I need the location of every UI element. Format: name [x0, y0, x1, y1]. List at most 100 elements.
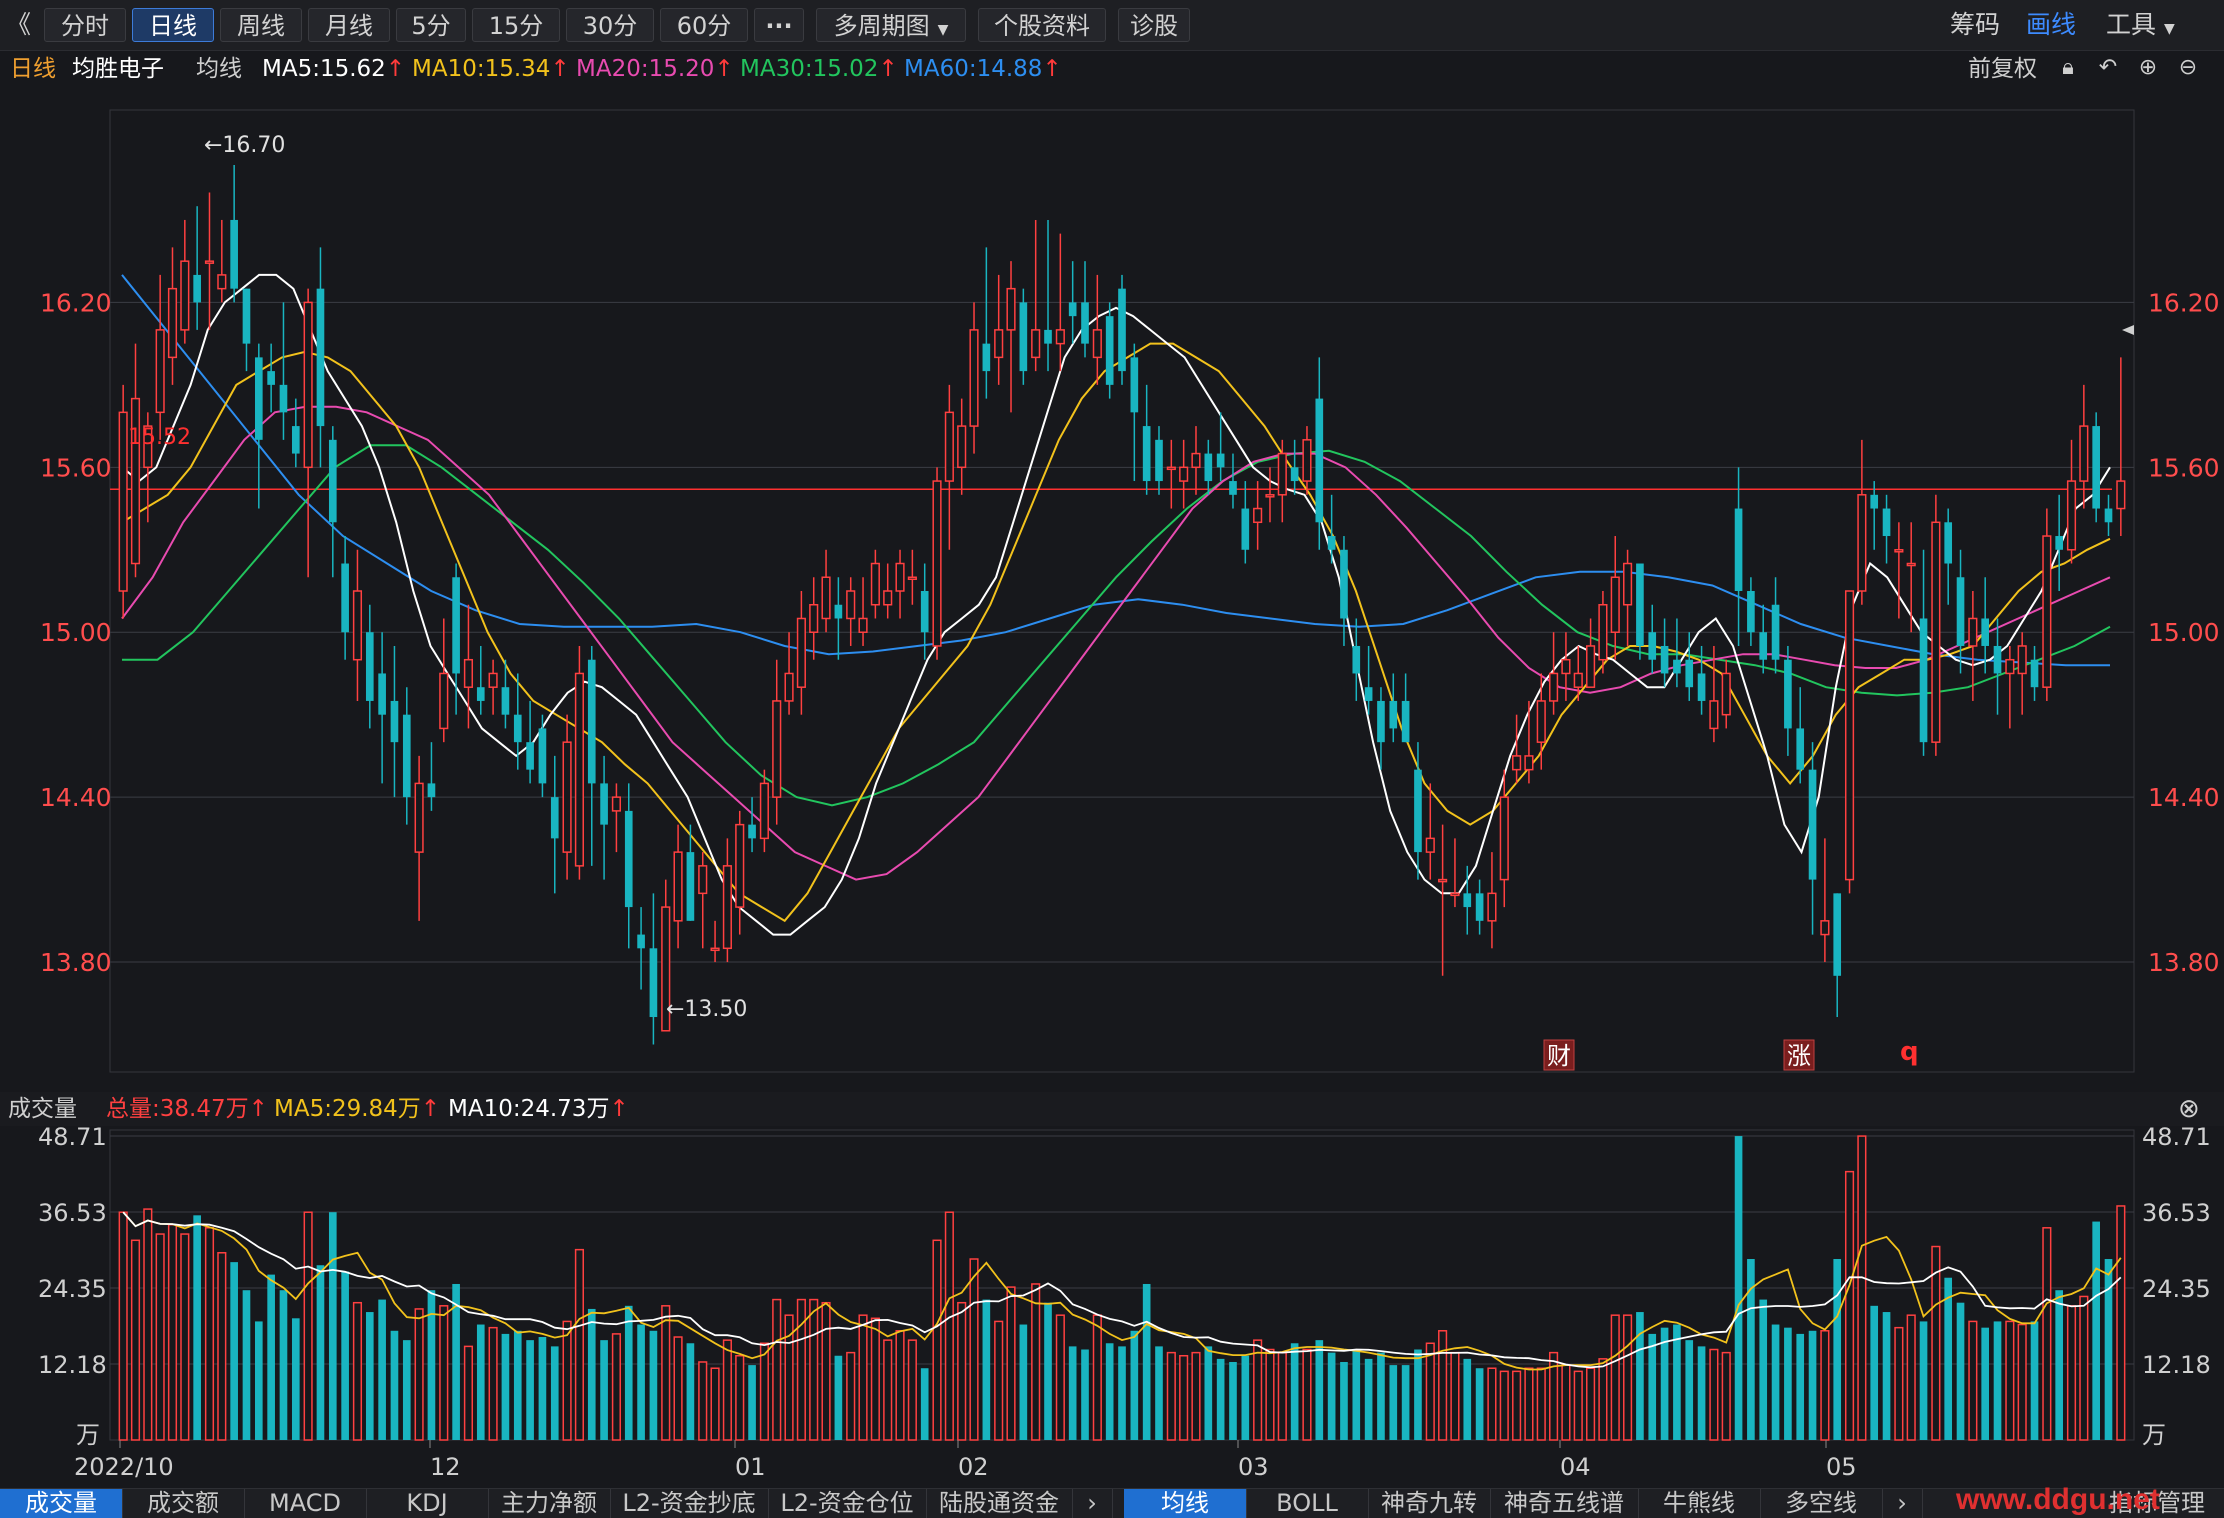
up-arrow-icon: ↑	[248, 1096, 268, 1122]
stock-info-button[interactable]: 个股资料	[978, 8, 1106, 42]
tab-kdj[interactable]: KDJ	[366, 1489, 489, 1518]
x-axis-label: 04	[1560, 1453, 1591, 1481]
volume-bar-down	[1808, 1330, 1817, 1440]
tab-five-lines[interactable]: 神奇五线谱	[1490, 1489, 1639, 1518]
candle-body-up	[1006, 287, 1016, 331]
chevron-right-icon[interactable]: ›	[1882, 1489, 1923, 1518]
candle-body-down	[378, 673, 386, 715]
volume-bar-down	[1401, 1365, 1410, 1440]
volume-bar-down	[427, 1290, 436, 1440]
diagnose-button[interactable]: 诊股	[1118, 8, 1190, 42]
volume-bar-up	[1191, 1351, 1201, 1441]
candle-body-down	[513, 714, 522, 743]
indicator-manage-button[interactable]: 指标管理	[2109, 1489, 2205, 1517]
tab-minute[interactable]: 分时	[44, 8, 126, 42]
candle-body-down	[1648, 632, 1657, 660]
undo-icon[interactable]: ↶	[2098, 55, 2118, 80]
chips-button[interactable]: 筹码	[1950, 10, 2001, 39]
up-arrow-icon: ↑	[550, 56, 570, 82]
tab-5min[interactable]: 5分	[396, 8, 466, 42]
tab-nine-turns[interactable]: 神奇九转	[1368, 1489, 1491, 1518]
more-button[interactable]: ···	[754, 8, 804, 42]
close-icon[interactable]: ⊗	[2178, 1094, 2200, 1124]
price-tick-right: 13.80	[2148, 948, 2220, 977]
volume-bar-up	[957, 1301, 967, 1441]
price-tick-left: 16.20	[40, 288, 112, 317]
candle-body-up	[1721, 672, 1731, 716]
candle-body-up	[846, 590, 856, 620]
volume-bar-down	[1142, 1283, 1151, 1440]
candle-body-up	[1512, 755, 1522, 771]
volume-bar-down	[1956, 1302, 1965, 1440]
chevron-right-icon[interactable]: ›	[1072, 1489, 1113, 1518]
volume-bar-down	[834, 1355, 843, 1440]
volume-bar-down	[1340, 1361, 1348, 1440]
tab-weekly[interactable]: 周线	[220, 8, 302, 42]
candle-body-up	[1166, 466, 1176, 471]
volume-bar-up	[1055, 1314, 1065, 1441]
tab-bull-bear[interactable]: 牛熊线	[1638, 1489, 1761, 1518]
candle-body-up	[1450, 892, 1460, 897]
volume-bar-up	[1425, 1342, 1435, 1441]
multi-period-dropdown[interactable]: 多周期图 ▼	[816, 8, 966, 42]
collapse-icon[interactable]: 《	[6, 10, 32, 39]
volume-bar-down	[2104, 1259, 2113, 1440]
volume-bar-down	[193, 1215, 201, 1440]
candle-body-up	[2079, 425, 2089, 482]
volume-bar-up	[1573, 1370, 1583, 1441]
price-panel: 16.20 16.20 15.60 15.60 15.00 15.00 14.40 14.40…	[40, 109, 2220, 1073]
lock-icon[interactable]: 🔒︎	[2062, 55, 2074, 80]
tab-long-short[interactable]: 多空线	[1760, 1489, 1883, 1518]
candle-body-up	[895, 562, 905, 592]
volume-bar-up	[1586, 1367, 1596, 1441]
tab-monthly[interactable]: 月线	[308, 8, 390, 42]
tab-main-net[interactable]: 主力净额	[488, 1489, 611, 1518]
candle-body-up	[1302, 439, 1312, 482]
tools-label: 工具	[2106, 10, 2157, 39]
tab-l2-bottom[interactable]: L2-资金抄底	[610, 1489, 769, 1518]
tab-volume[interactable]: 成交量	[0, 1489, 123, 1518]
candle-body-down	[1204, 453, 1213, 482]
tab-macd[interactable]: MACD	[244, 1489, 367, 1518]
volume-ma10: MA10:24.73万↑	[448, 1092, 629, 1126]
tab-60min[interactable]: 60分	[660, 8, 748, 42]
volume-bar-down	[378, 1299, 386, 1440]
tab-15min[interactable]: 15分	[472, 8, 560, 42]
volume-bar-down	[1352, 1349, 1361, 1440]
volume-bar-up	[1512, 1370, 1522, 1441]
candle-body-up	[574, 672, 584, 867]
candle-body-up	[2116, 480, 2126, 510]
draw-line-button[interactable]: 画线	[2026, 10, 2077, 39]
tab-l2-position[interactable]: L2-资金仓位	[768, 1489, 927, 1518]
zoom-out-icon[interactable]: ⊖	[2178, 55, 2198, 80]
candle-body-down	[624, 810, 633, 908]
volume-bar-down	[538, 1337, 547, 1440]
volume-bar-up	[1721, 1351, 1731, 1441]
candle-body-down	[1870, 494, 1879, 509]
tab-daily[interactable]: 日线	[132, 8, 214, 42]
ma20-value: MA20:15.20↑	[576, 52, 734, 86]
indicator-name[interactable]: 均线	[196, 56, 242, 82]
candle-body-down	[1315, 398, 1324, 523]
candle-body-up	[1277, 452, 1287, 496]
adjust-mode[interactable]: 前复权	[1968, 56, 2037, 82]
tab-boll[interactable]: BOLL	[1246, 1489, 1369, 1518]
tab-30min[interactable]: 30分	[566, 8, 654, 42]
candle-body-down	[193, 274, 201, 303]
volume-bar-down	[1130, 1330, 1139, 1440]
candle-body-up	[759, 782, 769, 840]
candle-body-up	[2066, 480, 2077, 551]
tab-northbound[interactable]: 陆股通资金	[926, 1489, 1073, 1518]
zoom-in-icon[interactable]: ⊕	[2138, 55, 2158, 80]
x-axis-label: 01	[735, 1453, 766, 1481]
candle-body-up	[722, 865, 732, 950]
volume-bar-up	[1709, 1348, 1719, 1441]
tab-ma[interactable]: 均线	[1124, 1489, 1247, 1518]
volume-bar-down	[291, 1318, 300, 1440]
candle-body-up	[673, 851, 683, 922]
tools-menu[interactable]: 工具 ▼	[2106, 8, 2175, 42]
candle-body-up	[661, 906, 671, 1032]
tab-turnover[interactable]: 成交额	[122, 1489, 245, 1518]
volume-bar-down	[1364, 1358, 1373, 1440]
